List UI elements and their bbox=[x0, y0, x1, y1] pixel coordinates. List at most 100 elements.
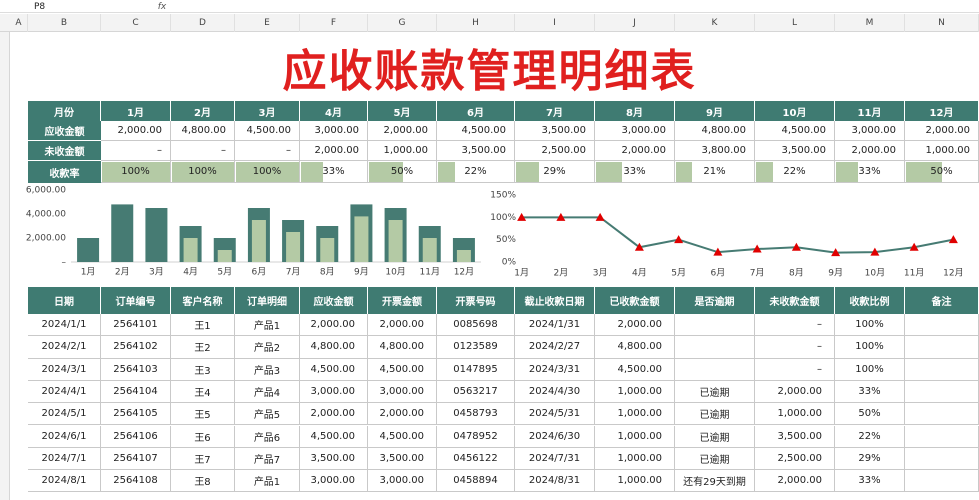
detail-cell: 2564104 bbox=[101, 380, 171, 404]
detail-cell: 4,500.00 bbox=[300, 425, 368, 448]
detail-cell: 22% bbox=[835, 425, 905, 448]
x-tick-label: 6月 bbox=[711, 268, 726, 279]
detail-cell: 2024/1/31 bbox=[515, 314, 595, 337]
detail-header-cell: 订单编号 bbox=[101, 287, 171, 314]
summary-header-cell: 8月 bbox=[595, 101, 675, 121]
detail-cell: 王7 bbox=[171, 447, 235, 471]
detail-cell: 产品1 bbox=[235, 470, 300, 493]
detail-cell: 2564102 bbox=[101, 336, 171, 359]
detail-cell: 0458793 bbox=[437, 403, 515, 426]
detail-cell: 产品4 bbox=[235, 380, 300, 404]
rate-label: 33% bbox=[300, 161, 368, 183]
bar bbox=[145, 208, 168, 262]
fx-button[interactable]: fx bbox=[157, 1, 167, 12]
column-letter: M bbox=[835, 14, 905, 32]
detail-cell: 产品1 bbox=[235, 314, 300, 337]
data-bar bbox=[301, 162, 323, 182]
detail-cell: 2024/8/31 bbox=[515, 470, 595, 493]
summary-value: 3,000.00 bbox=[835, 121, 905, 141]
summary-row-label: 应收金额 bbox=[28, 121, 101, 141]
data-bar bbox=[438, 162, 455, 182]
summary-header-cell: 1月 bbox=[101, 101, 171, 121]
detail-cell: 2,000.00 bbox=[368, 403, 437, 426]
data-bar bbox=[516, 162, 539, 182]
detail-header-cell: 截止收款日期 bbox=[515, 287, 595, 314]
x-tick-label: 8月 bbox=[320, 267, 335, 278]
column-letter: A bbox=[10, 14, 28, 32]
empty-cell bbox=[675, 314, 755, 337]
detail-cell: 0563217 bbox=[437, 380, 515, 404]
detail-cell: 0085698 bbox=[437, 314, 515, 337]
detail-cell: 已逾期 bbox=[675, 447, 755, 471]
x-tick-label: 12月 bbox=[943, 268, 963, 279]
detail-cell: 2024/4/30 bbox=[515, 380, 595, 404]
detail-cell: 王4 bbox=[171, 380, 235, 404]
y-tick-label: 4,000.00 bbox=[26, 210, 66, 220]
rate-label: 33% bbox=[595, 161, 675, 183]
bar bbox=[422, 238, 437, 262]
detail-cell: 2024/7/1 bbox=[28, 447, 101, 471]
x-tick-label: 2月 bbox=[115, 267, 130, 278]
bar bbox=[77, 238, 100, 262]
rate-label: 100% bbox=[235, 161, 300, 183]
marker bbox=[752, 244, 762, 253]
summary-value: – bbox=[235, 141, 300, 161]
y-tick-label: 0% bbox=[502, 258, 517, 268]
detail-cell: – bbox=[755, 358, 835, 381]
detail-cell: 4,800.00 bbox=[368, 336, 437, 359]
x-tick-label: 1月 bbox=[514, 268, 529, 279]
marker bbox=[556, 212, 566, 221]
detail-header-cell: 是否逾期 bbox=[675, 287, 755, 314]
empty-cell bbox=[675, 336, 755, 359]
summary-value: 2,000.00 bbox=[368, 121, 437, 141]
summary-value: 2,000.00 bbox=[905, 121, 979, 141]
empty-cell bbox=[905, 403, 979, 426]
column-letter: L bbox=[755, 14, 835, 32]
cell-reference[interactable]: P8 bbox=[34, 1, 46, 12]
detail-cell: 王5 bbox=[171, 403, 235, 426]
summary-value: 4,500.00 bbox=[437, 121, 515, 141]
summary-value: 3,000.00 bbox=[595, 121, 675, 141]
x-tick-label: 7月 bbox=[750, 268, 765, 279]
detail-cell: 3,500.00 bbox=[755, 425, 835, 448]
bar bbox=[217, 250, 232, 262]
summary-header-cell: 5月 bbox=[368, 101, 437, 121]
bar bbox=[111, 204, 134, 262]
detail-cell: 2564108 bbox=[101, 470, 171, 493]
detail-cell: 1,000.00 bbox=[595, 425, 675, 448]
x-tick-label: 5月 bbox=[217, 267, 232, 278]
summary-value: 2,000.00 bbox=[300, 141, 368, 161]
data-bar bbox=[836, 162, 859, 182]
summary-value: 3,500.00 bbox=[755, 141, 835, 161]
detail-cell: 0147895 bbox=[437, 358, 515, 381]
rate-label: 100% bbox=[101, 161, 171, 183]
summary-header-cell: 10月 bbox=[755, 101, 835, 121]
summary-value: 4,500.00 bbox=[235, 121, 300, 141]
detail-cell: 33% bbox=[835, 470, 905, 493]
detail-cell: 0458894 bbox=[437, 470, 515, 493]
x-tick-label: 2月 bbox=[554, 268, 569, 279]
summary-value: 2,000.00 bbox=[101, 121, 171, 141]
detail-cell: 3,000.00 bbox=[300, 380, 368, 404]
detail-cell: 33% bbox=[835, 380, 905, 404]
x-tick-label: 11月 bbox=[904, 268, 924, 279]
y-tick-label: 2,000.00 bbox=[26, 234, 66, 244]
detail-cell: 2024/7/31 bbox=[515, 447, 595, 471]
marker bbox=[831, 248, 841, 257]
detail-cell: 2,000.00 bbox=[300, 314, 368, 337]
detail-cell: 1,000.00 bbox=[595, 470, 675, 493]
detail-header-cell: 订单明细 bbox=[235, 287, 300, 314]
detail-cell: 还有29天到期 bbox=[675, 470, 755, 493]
detail-header-cell: 已收款金额 bbox=[595, 287, 675, 314]
x-tick-label: 12月 bbox=[454, 267, 474, 278]
detail-header-cell: 未收款金额 bbox=[755, 287, 835, 314]
summary-row-label: 收款率 bbox=[28, 161, 101, 183]
summary-header-cell: 4月 bbox=[300, 101, 368, 121]
detail-cell: 1,000.00 bbox=[595, 403, 675, 426]
detail-cell: 100% bbox=[835, 314, 905, 337]
summary-header-cell: 2月 bbox=[171, 101, 235, 121]
summary-value: – bbox=[171, 141, 235, 161]
x-tick-label: 7月 bbox=[286, 267, 301, 278]
